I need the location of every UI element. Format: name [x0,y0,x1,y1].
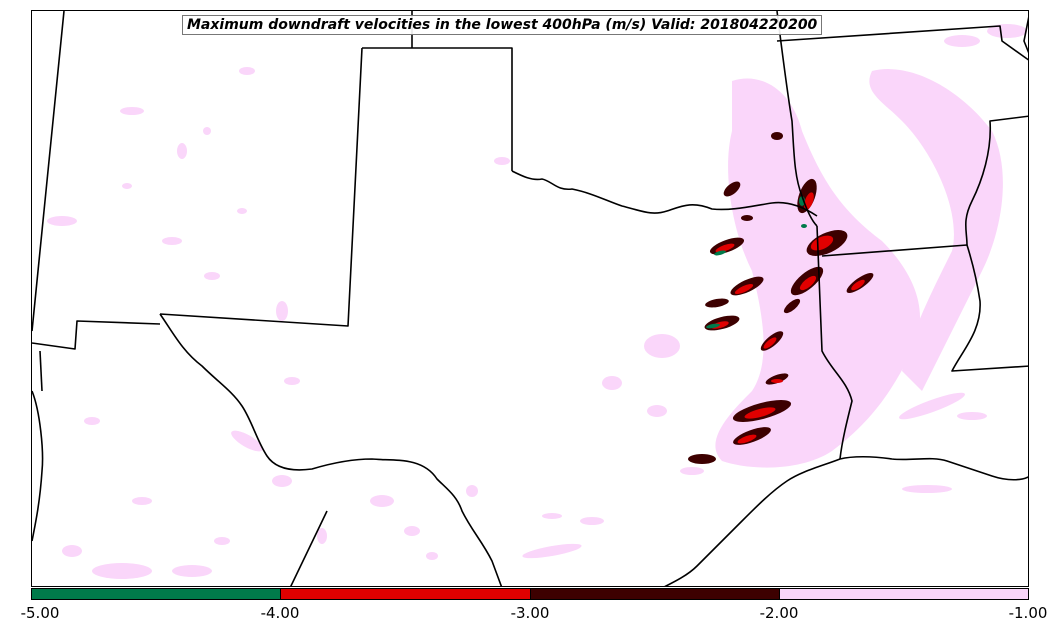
colorbar-tick-label: -5.00 [20,604,60,622]
light-downdraft-field [47,24,1027,579]
colorbar-segment [530,589,780,599]
map-canvas [32,11,1028,586]
state-borders [32,11,1028,586]
colorbar-tick-label: -2.00 [759,604,799,622]
colorbar-segment [32,589,282,599]
colorbar-tick-label: -4.00 [260,604,300,622]
map-panel [31,10,1029,587]
colorbar-segment [281,589,531,599]
strong-downdraft-cells [711,192,865,444]
colorbar [31,588,1029,600]
colorbar-tick-label: -1.00 [1008,604,1048,622]
colorbar-tick-label: -3.00 [510,604,550,622]
colorbar-segment [779,589,1028,599]
map-title: Maximum downdraft velocities in the lowe… [182,15,823,35]
